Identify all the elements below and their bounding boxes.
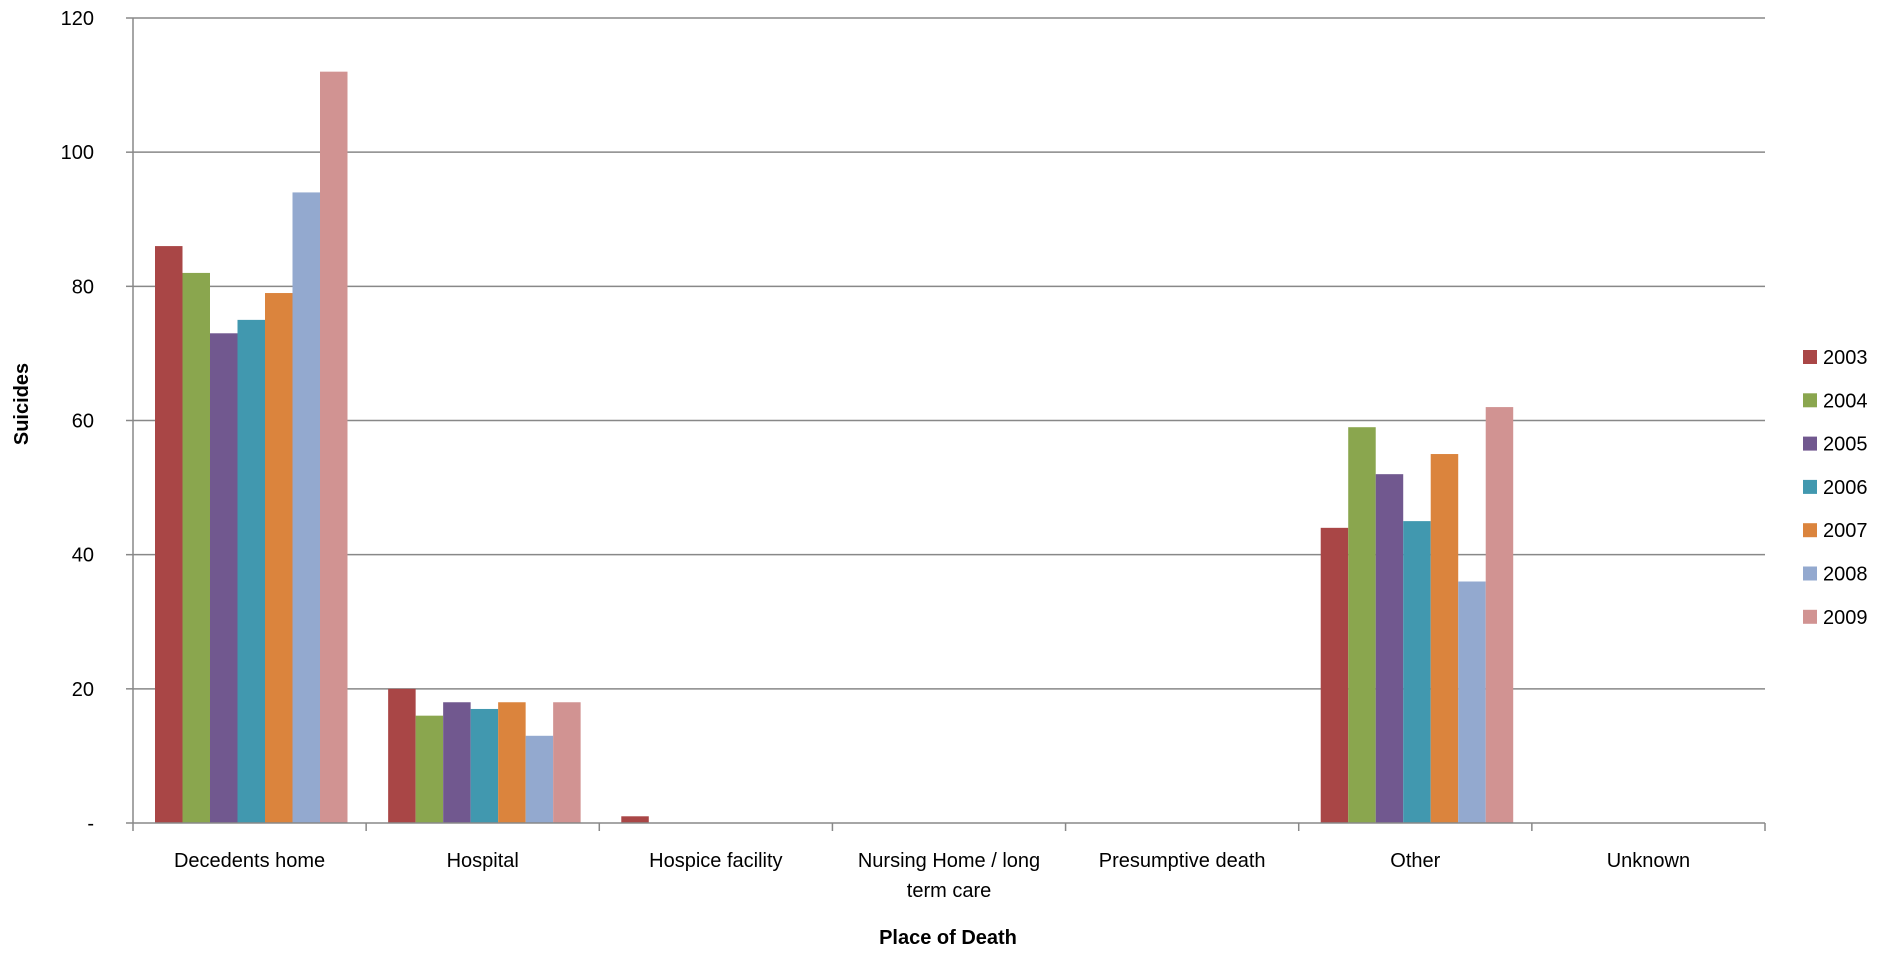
axis-labels: - 20 40 60 80 100 120 Decedents home Hospital Hos… bbox=[61, 8, 1690, 902]
axes bbox=[126, 17, 1766, 831]
y-axis-title: Suicides bbox=[11, 363, 33, 445]
x-category-label: Nursing Home / long bbox=[858, 850, 1040, 872]
bars bbox=[155, 71, 1514, 824]
bar-2009 bbox=[553, 702, 581, 823]
y-tick-label: 60 bbox=[72, 411, 94, 433]
bar-2008 bbox=[525, 735, 554, 823]
x-category-label: Presumptive death bbox=[1099, 850, 1266, 872]
legend-label: 2004 bbox=[1823, 390, 1868, 412]
bar-2007 bbox=[265, 293, 293, 824]
x-category-label: Unknown bbox=[1607, 850, 1690, 872]
bar-2005 bbox=[443, 702, 471, 823]
bar-2008 bbox=[292, 192, 320, 823]
bar-2003 bbox=[1320, 527, 1349, 823]
legend-label: 2009 bbox=[1823, 607, 1868, 629]
y-tick-label: 120 bbox=[61, 8, 94, 30]
x-category-label: Hospital bbox=[447, 850, 519, 872]
legend-label: 2007 bbox=[1823, 520, 1868, 542]
bar-2003 bbox=[621, 816, 649, 823]
bar-2006 bbox=[470, 708, 499, 823]
bar-2009 bbox=[1485, 407, 1514, 823]
x-category-label: Hospice facility bbox=[649, 850, 782, 872]
y-tick-label: - bbox=[87, 813, 94, 835]
legend-swatch bbox=[1803, 436, 1817, 451]
x-category-label: Other bbox=[1390, 850, 1440, 872]
bar-2004 bbox=[182, 272, 210, 824]
legend-swatch bbox=[1803, 566, 1817, 581]
legend: 2003 2004 2005 2006 2007 2008 2009 bbox=[1803, 347, 1868, 629]
bar-2009 bbox=[320, 71, 348, 823]
x-category-label: Decedents home bbox=[174, 850, 325, 872]
bar-2005 bbox=[1375, 474, 1404, 823]
bar-2007 bbox=[1430, 454, 1459, 823]
legend-swatch bbox=[1803, 479, 1817, 494]
bar-2006 bbox=[1403, 521, 1431, 823]
legend-swatch bbox=[1803, 609, 1817, 624]
legend-label: 2008 bbox=[1823, 564, 1868, 586]
legend-label: 2003 bbox=[1823, 347, 1868, 369]
x-axis-title: Place of Death bbox=[879, 927, 1017, 949]
bar-2008 bbox=[1458, 581, 1486, 823]
x-category-label: term care bbox=[907, 880, 991, 902]
legend-swatch bbox=[1803, 523, 1817, 538]
bar-2007 bbox=[498, 702, 526, 823]
gridlines bbox=[133, 17, 1765, 690]
legend-label: 2006 bbox=[1823, 477, 1868, 499]
y-tick-label: 40 bbox=[72, 545, 94, 567]
legend-label: 2005 bbox=[1823, 434, 1868, 456]
bar-2003 bbox=[155, 246, 183, 824]
bar-2003 bbox=[388, 688, 416, 823]
bar-2006 bbox=[237, 319, 265, 823]
legend-swatch bbox=[1803, 393, 1817, 408]
bar-2005 bbox=[210, 333, 238, 823]
legend-swatch bbox=[1803, 350, 1817, 364]
y-tick-label: 100 bbox=[61, 142, 94, 164]
y-tick-label: 20 bbox=[72, 679, 94, 701]
bar-2004 bbox=[1348, 427, 1376, 823]
y-tick-label: 80 bbox=[72, 276, 94, 298]
bar-2004 bbox=[415, 715, 444, 823]
